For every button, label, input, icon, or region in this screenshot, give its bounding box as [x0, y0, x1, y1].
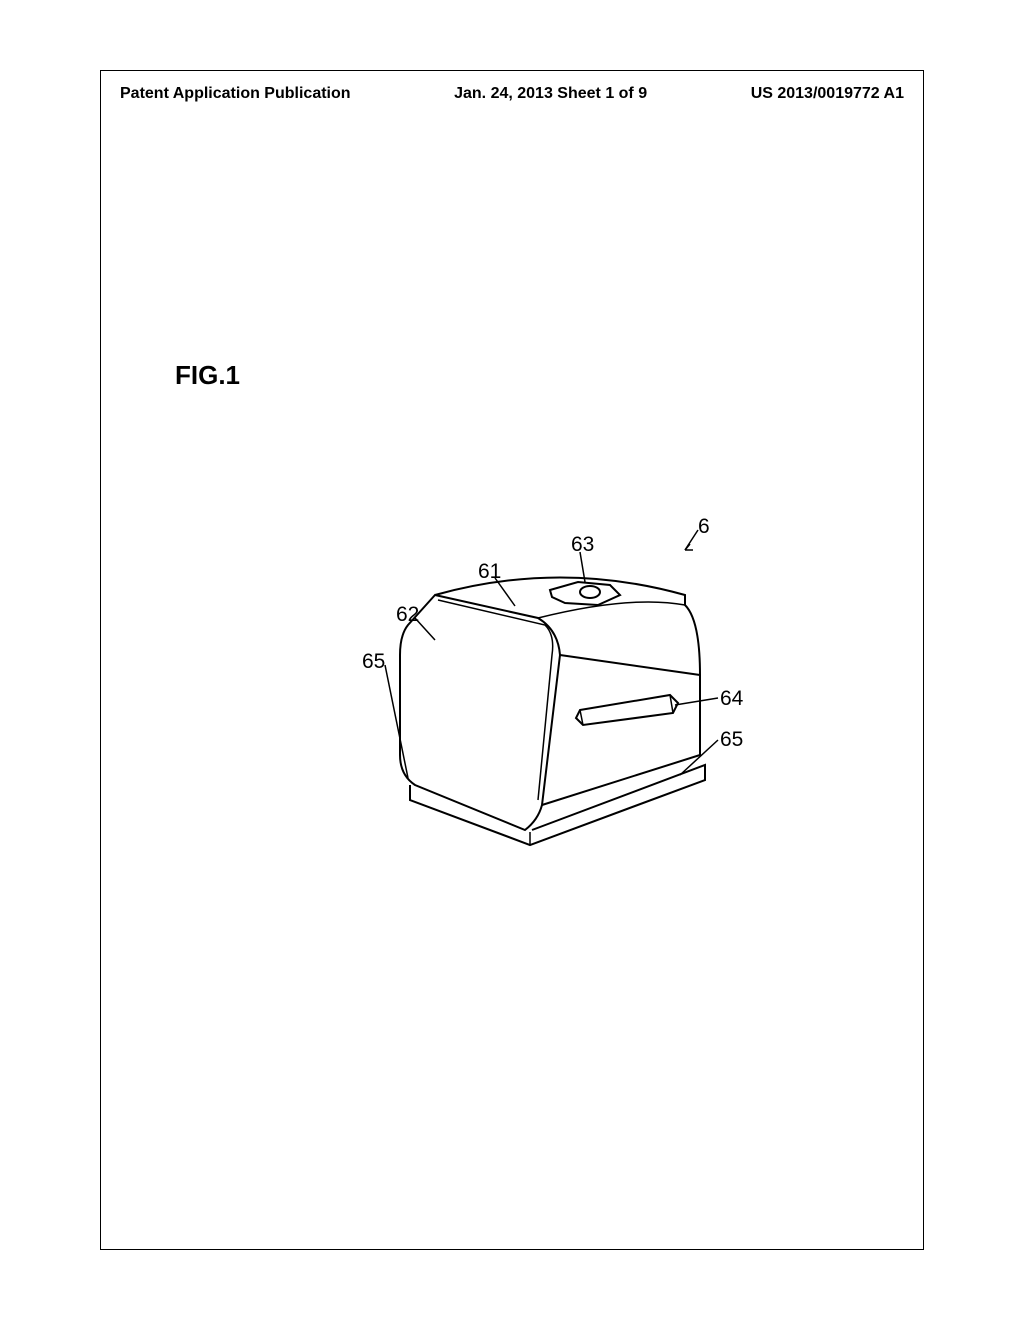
drawing-svg — [280, 500, 780, 880]
label-65-right: 65 — [720, 728, 743, 752]
header-right: US 2013/0019772 A1 — [751, 85, 904, 103]
label-61: 61 — [478, 560, 501, 584]
label-65-left: 65 — [362, 650, 385, 674]
header-left: Patent Application Publication — [120, 85, 351, 103]
label-64: 64 — [720, 687, 743, 711]
header: Patent Application Publication Jan. 24, … — [120, 85, 904, 103]
patent-drawing: 6 63 61 62 65 64 65 — [280, 500, 780, 880]
label-63: 63 — [571, 533, 594, 557]
label-62: 62 — [396, 603, 419, 627]
label-6: 6 — [698, 515, 710, 539]
header-center: Jan. 24, 2013 Sheet 1 of 9 — [454, 85, 647, 103]
figure-label: FIG.1 — [175, 360, 240, 391]
